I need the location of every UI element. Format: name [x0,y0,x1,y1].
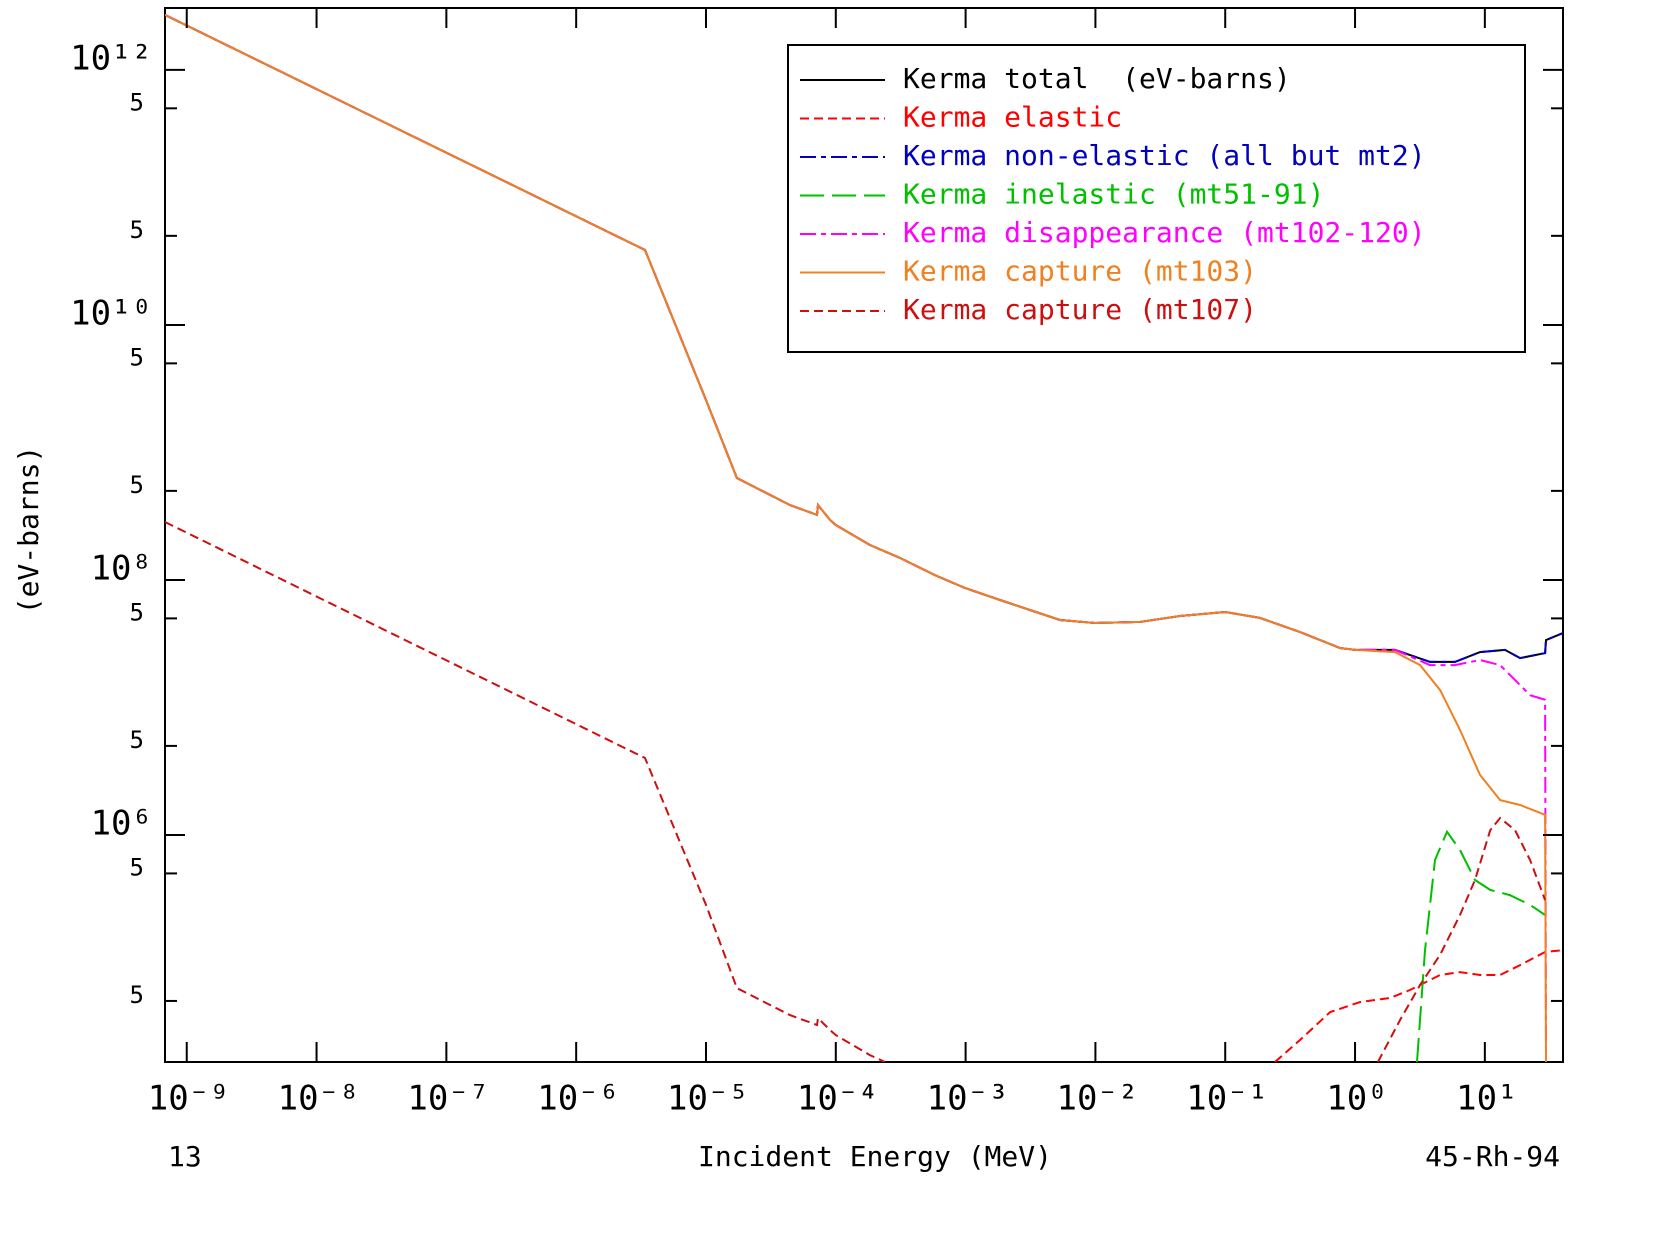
x-tick-label: 10⁻³ [927,1079,1009,1119]
legend-label: Kerma disappearance (mt102-120) [903,216,1426,249]
x-axis-label: Incident Energy (MeV) [698,1140,1052,1173]
plot-frame [164,7,1564,1063]
x-tick-label: 10¹ [1456,1079,1517,1119]
y-tick-label: 10¹² [70,38,152,78]
y-tick-label: 5 [130,726,144,754]
legend-box [787,44,1526,353]
plot-area [165,14,1563,1062]
series-line [1274,949,1563,1062]
left-note: 13 [168,1140,202,1173]
series-line [165,14,1547,1062]
y-tick-label: 5 [130,343,144,371]
x-tick-label: 10⁻⁵ [667,1079,749,1119]
y-axis-label: (eV-barns) [12,446,45,615]
series-line [1377,816,1547,1062]
y-tick-label: 5 [130,853,144,881]
y-tick-label: 5 [130,471,144,499]
y-tick-label: 5 [130,981,144,1009]
x-tick-label: 10⁻⁴ [797,1079,879,1119]
legend-label: Kerma capture (mt103) [903,255,1257,288]
legend-label: Kerma inelastic (mt51-91) [903,178,1324,211]
right-note: 45-Rh-94 [1425,1140,1560,1173]
x-tick-label: 10⁻¹ [1186,1079,1268,1119]
y-tick-label: 10⁸ [91,549,152,589]
x-tick-label: 10⁰ [1326,1079,1387,1119]
legend-label: Kerma capture (mt107) [903,293,1257,326]
series-line [1416,829,1546,1062]
legend-label: Kerma non-elastic (all but mt2) [903,139,1426,172]
y-tick-label: 10¹⁰ [70,293,152,333]
x-tick-label: 10⁻² [1056,1079,1138,1119]
y-tick-label: 10⁶ [91,804,152,844]
y-tick-label: 5 [130,88,144,116]
y-tick-label: 5 [130,216,144,244]
x-tick-label: 10⁻⁷ [407,1079,489,1119]
y-tick-label: 5 [130,598,144,626]
x-tick-label: 10⁻⁹ [148,1079,230,1119]
series-line [165,521,886,1062]
legend-label: Kerma elastic [903,101,1122,134]
x-tick-label: 10⁻⁶ [537,1079,619,1119]
legend-label: Kerma total (eV-barns) [903,62,1291,95]
x-tick-label: 10⁻⁸ [278,1079,360,1119]
